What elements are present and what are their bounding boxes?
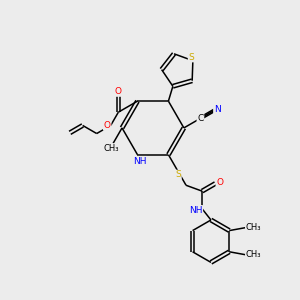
Text: N: N	[214, 105, 220, 114]
Text: S: S	[175, 170, 181, 179]
Text: CH₃: CH₃	[246, 250, 261, 259]
Text: NH: NH	[133, 157, 147, 166]
Text: NH: NH	[189, 206, 202, 215]
Text: O: O	[115, 87, 122, 96]
Text: CH₃: CH₃	[246, 223, 261, 232]
Text: S: S	[188, 52, 194, 62]
Text: CH₃: CH₃	[104, 144, 119, 153]
Text: O: O	[104, 121, 111, 130]
Text: O: O	[216, 178, 223, 187]
Text: C: C	[197, 114, 204, 123]
